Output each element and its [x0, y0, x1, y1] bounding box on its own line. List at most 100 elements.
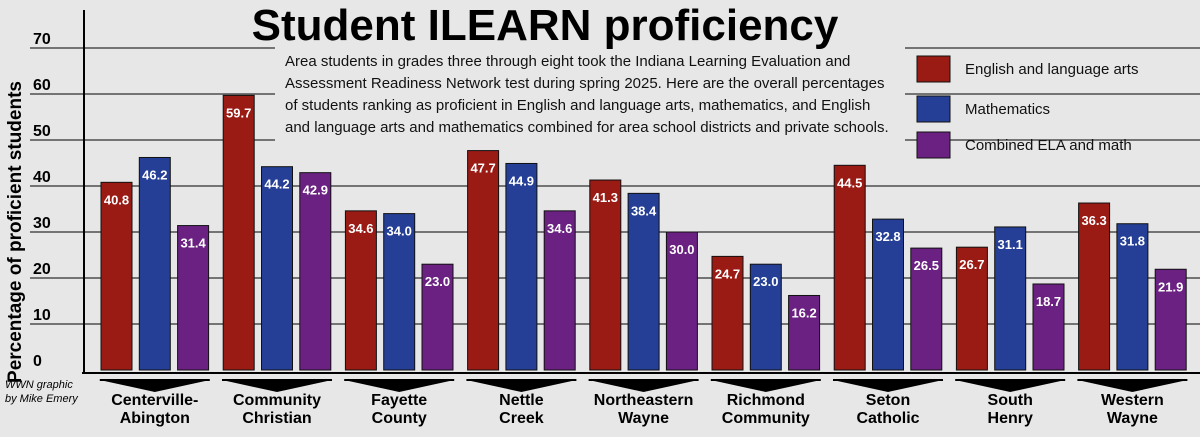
bar — [627, 192, 660, 371]
bar — [261, 166, 293, 371]
bar — [543, 210, 576, 371]
category-label: Wayne — [618, 410, 669, 427]
bar — [788, 294, 821, 371]
category-pointer — [99, 380, 210, 392]
legend-label: English and language arts — [965, 61, 1138, 78]
y-axis-label: Percentage of proficient students — [5, 81, 26, 383]
bar — [138, 156, 171, 371]
bar — [910, 247, 943, 371]
bar-value-label: 23.0 — [753, 274, 778, 289]
y-tick-labels: 0 10 20 30 40 50 60 70 — [33, 31, 51, 370]
bar-value-label: 18.7 — [1036, 294, 1061, 309]
bar — [299, 172, 332, 371]
legend-swatch — [916, 95, 951, 123]
category-label: Community — [722, 410, 810, 427]
subtitle-line: of students ranking as proficient in Eng… — [285, 97, 870, 114]
bar-value-label: 44.5 — [837, 175, 862, 190]
bar-value-label: 31.4 — [180, 236, 206, 251]
bar-value-label: 34.6 — [348, 221, 373, 236]
category-label: South — [988, 392, 1033, 409]
bar-value-label: 34.0 — [387, 224, 412, 239]
bar-value-label: 34.6 — [547, 221, 572, 236]
bar-value-label: 38.4 — [631, 203, 657, 218]
legend-label: Combined ELA and math — [965, 137, 1132, 154]
bar-value-label: 40.8 — [104, 192, 129, 207]
bar — [222, 94, 255, 371]
bar — [505, 162, 538, 371]
credit-line: WWN graphic — [5, 379, 73, 391]
bar — [344, 210, 377, 371]
bar-value-label: 31.8 — [1120, 234, 1145, 249]
bar — [749, 263, 782, 371]
y-tick-label: 30 — [33, 215, 51, 232]
y-tick-label: 40 — [33, 169, 51, 186]
category-label: Abington — [120, 410, 190, 427]
category-label: Christian — [242, 410, 311, 427]
legend: English and language arts Mathematics Comb… — [916, 55, 1138, 159]
legend-label: Mathematics — [965, 101, 1050, 118]
bars: 40.8 46.2 31.4 59.7 44.2 42.9 34.6 34.0 23.0 47.7… — [100, 94, 1187, 371]
bar — [1078, 202, 1111, 371]
category-label: County — [372, 410, 427, 427]
category-label: Centerville- — [111, 392, 198, 409]
bar — [421, 263, 454, 371]
category-pointer — [588, 380, 699, 392]
bar-value-label: 44.9 — [509, 173, 534, 188]
bar-value-label: 30.0 — [669, 242, 694, 257]
category-label: Henry — [988, 410, 1033, 427]
category-pointer — [222, 380, 332, 392]
bar-value-label: 23.0 — [425, 274, 450, 289]
bar — [872, 218, 904, 371]
category-label: Creek — [499, 410, 544, 427]
bar — [467, 150, 500, 371]
category-label: Wayne — [1107, 410, 1158, 427]
bar-value-label: 41.3 — [593, 190, 618, 205]
bar-value-label: 26.5 — [914, 258, 939, 273]
y-tick-label: 50 — [33, 123, 51, 140]
subtitle-line: Area students in grades three through ei… — [285, 53, 850, 70]
bar-value-label: 32.8 — [875, 229, 900, 244]
bar — [1154, 268, 1187, 371]
legend-swatch — [916, 131, 951, 159]
bar — [589, 179, 622, 371]
subtitle-line: and language arts and mathematics combin… — [285, 119, 889, 136]
category-pointer — [833, 380, 943, 392]
category-label: Western — [1101, 392, 1164, 409]
category-labels: Centerville-AbingtonCommunityChristianFa… — [99, 379, 1188, 427]
chart-subtitle: Area students in grades three through ei… — [285, 53, 889, 136]
y-tick-label: 60 — [33, 77, 51, 94]
category-label: Catholic — [856, 410, 919, 427]
y-tick-label: 0 — [33, 353, 42, 370]
bar-value-label: 16.2 — [791, 305, 816, 320]
y-tick-label: 20 — [33, 261, 51, 278]
legend-swatch — [916, 55, 951, 83]
bar-value-label: 31.1 — [998, 237, 1023, 252]
bar-value-label: 46.2 — [142, 167, 167, 182]
category-label: Nettle — [499, 392, 544, 409]
bar — [177, 225, 210, 371]
bar-value-label: 44.2 — [264, 177, 289, 192]
bar-value-label: 21.9 — [1158, 279, 1183, 294]
category-pointer — [1077, 380, 1188, 392]
bar — [1116, 223, 1149, 371]
category-pointer — [344, 380, 455, 392]
category-label: Fayette — [371, 392, 427, 409]
category-pointer — [710, 380, 821, 392]
bar — [100, 181, 133, 371]
bar — [1032, 283, 1065, 371]
y-tick-label: 70 — [33, 31, 51, 48]
bar — [833, 164, 866, 371]
bar-value-label: 24.7 — [715, 266, 740, 281]
category-pointer — [466, 380, 577, 392]
bar-value-label: 42.9 — [303, 183, 328, 198]
bar — [665, 231, 698, 371]
bar — [955, 246, 988, 371]
category-label: Community — [233, 392, 321, 409]
bar — [994, 226, 1027, 371]
bar — [383, 213, 416, 371]
category-pointer — [955, 380, 1066, 392]
y-tick-label: 10 — [33, 307, 51, 324]
bar-value-label: 47.7 — [470, 161, 495, 176]
bar-value-label: 59.7 — [226, 105, 251, 120]
